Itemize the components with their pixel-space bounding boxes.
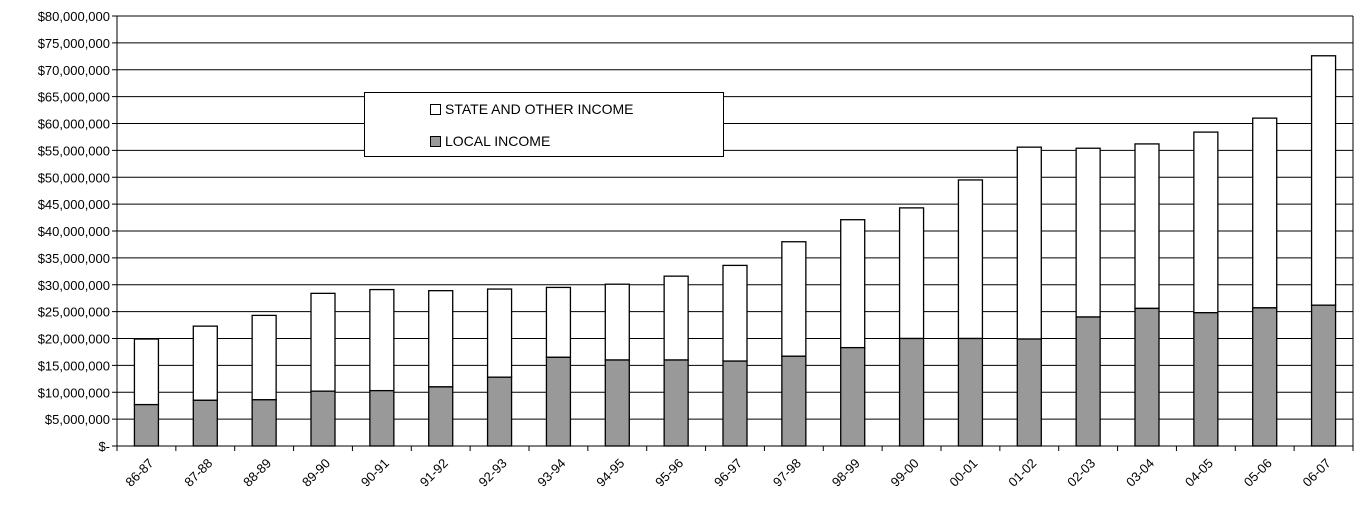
x-tick-label: 91-92 (417, 456, 451, 490)
x-tick-label: 92-93 (476, 456, 510, 490)
bar-local-income (722, 360, 748, 447)
bar-local-income (898, 337, 925, 447)
y-tick-label: $75,000,000 (38, 36, 110, 51)
y-tick-label: $65,000,000 (38, 90, 110, 105)
x-tick-label: 98-99 (829, 456, 863, 490)
y-tick-label: $- (98, 439, 110, 454)
bar-state-and-other-income (1134, 143, 1160, 310)
bar-local-income (133, 403, 160, 447)
bar-state-and-other-income (545, 286, 572, 358)
bar-local-income (251, 399, 277, 447)
y-tick-label: $30,000,000 (38, 278, 110, 293)
legend-label-state: STATE AND OTHER INCOME (445, 101, 634, 117)
y-tick-label: $70,000,000 (38, 63, 110, 78)
bar-local-income (369, 389, 395, 447)
y-tick-label: $5,000,000 (45, 412, 110, 427)
bar-state-and-other-income (604, 283, 630, 361)
legend-swatch-state (430, 103, 441, 115)
y-tick-label: $60,000,000 (38, 117, 110, 132)
bar-local-income (604, 359, 630, 447)
x-tick-label: 01-02 (1005, 456, 1039, 490)
bar-local-income (545, 356, 572, 447)
y-axis-tick-labels: $- $5,000,000 $10,000,000 $15,000,000 $20,00… (38, 9, 110, 454)
bar-state-and-other-income (428, 290, 454, 388)
y-tick-label: $40,000,000 (38, 224, 110, 239)
x-tick-label: 86-87 (122, 456, 156, 490)
x-tick-label: 05-06 (1241, 456, 1275, 490)
bar-state-and-other-income (1016, 146, 1042, 340)
axes (112, 15, 1354, 451)
bar-local-income (1075, 316, 1101, 447)
bar-local-income (1193, 312, 1219, 447)
y-tick-label: $15,000,000 (38, 358, 110, 373)
legend-entry-local-income: LOCAL INCOME (430, 133, 550, 149)
y-tick-label: $55,000,000 (38, 143, 110, 158)
y-tick-label: $45,000,000 (38, 197, 110, 212)
x-tick-label: 94-95 (593, 456, 627, 490)
bar-local-income (192, 399, 218, 447)
x-axis-tick-labels: 86-87 87-88 88-89 89-90 90-91 91-92 92-93 93-94… (122, 456, 1333, 490)
x-tick-label: 96-97 (711, 456, 745, 490)
x-tick-label: 02-03 (1064, 456, 1098, 490)
y-tick-label: $25,000,000 (38, 305, 110, 320)
bar-local-income (781, 355, 807, 447)
x-tick-label: 89-90 (299, 456, 333, 490)
x-tick-label: 88-89 (240, 456, 274, 490)
bar-state-and-other-income (781, 241, 807, 357)
x-tick-label: 06-07 (1300, 456, 1334, 490)
bar-state-and-other-income (1193, 131, 1219, 314)
bar-local-income (1310, 304, 1337, 447)
x-tick-label: 99-00 (888, 456, 922, 490)
bar-local-income (840, 346, 866, 447)
y-tick-label: $20,000,000 (38, 332, 110, 347)
bar-state-and-other-income (663, 275, 689, 361)
bar-state-and-other-income (957, 179, 984, 340)
bar-state-and-other-income (251, 314, 277, 401)
bar-state-and-other-income (722, 264, 748, 362)
bar-state-and-other-income (369, 288, 395, 392)
bar-local-income (1252, 307, 1278, 447)
x-tick-label: 93-94 (534, 456, 568, 490)
x-tick-label: 00-01 (946, 456, 980, 490)
bars (133, 55, 1337, 447)
bar-local-income (310, 390, 336, 447)
legend-label-local: LOCAL INCOME (445, 133, 551, 149)
bar-state-and-other-income (1310, 55, 1337, 306)
x-tick-label: 90-91 (358, 456, 392, 490)
x-tick-label: 03-04 (1123, 456, 1157, 490)
legend-swatch-local (430, 135, 441, 147)
x-tick-label: 95-96 (652, 456, 686, 490)
y-tick-label: $80,000,000 (38, 9, 110, 24)
bar-state-and-other-income (133, 338, 160, 406)
bar-state-and-other-income (840, 219, 866, 349)
bar-local-income (1134, 307, 1160, 447)
bar-state-and-other-income (192, 325, 218, 401)
x-tick-label: 97-98 (770, 456, 804, 490)
bar-state-and-other-income (1075, 147, 1101, 318)
x-tick-label: 87-88 (181, 456, 215, 490)
y-tick-label: $10,000,000 (38, 385, 110, 400)
bar-local-income (663, 359, 689, 447)
bar-local-income (957, 337, 984, 447)
bar-state-and-other-income (310, 292, 336, 392)
bar-state-and-other-income (486, 288, 513, 378)
bar-state-and-other-income (898, 207, 925, 340)
y-tick-label: $35,000,000 (38, 251, 110, 266)
bar-local-income (486, 376, 513, 447)
legend-entry-state-and-other-income: STATE AND OTHER INCOME (430, 101, 634, 117)
bar-state-and-other-income (1252, 117, 1278, 309)
y-tick-label: $50,000,000 (38, 170, 110, 185)
bar-local-income (1016, 338, 1042, 447)
x-tick-label: 04-05 (1182, 456, 1216, 490)
legend: STATE AND OTHER INCOME LOCAL INCOME (364, 92, 724, 157)
bar-local-income (428, 386, 454, 447)
